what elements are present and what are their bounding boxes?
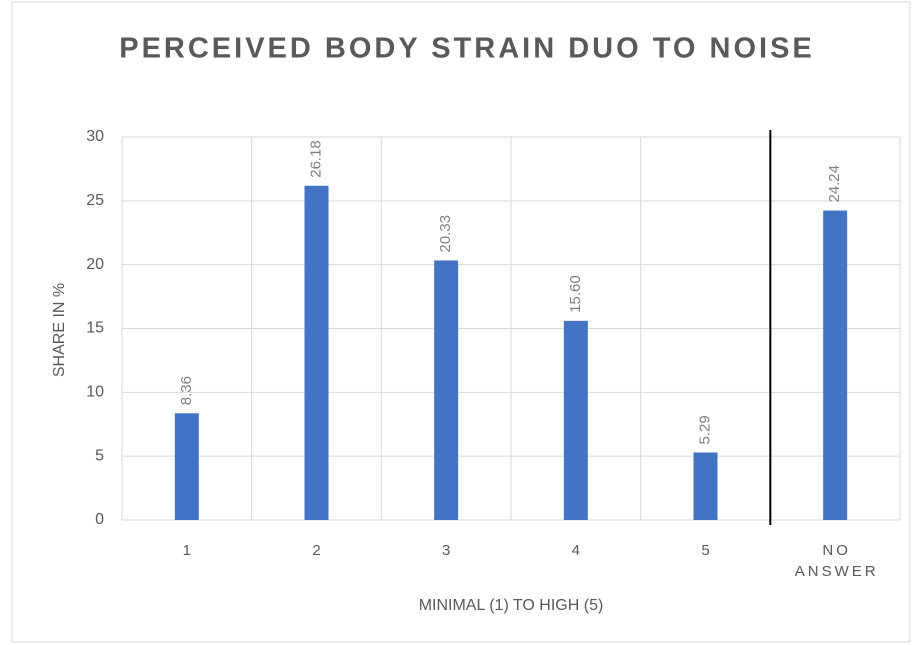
x-tick-label: 5: [701, 542, 713, 559]
x-tick-label: 3: [441, 542, 454, 559]
data-label: 15.60: [567, 275, 584, 313]
bar: [563, 320, 588, 520]
y-tick-label: 20: [86, 256, 104, 273]
x-tick-label: 1: [182, 542, 194, 559]
x-tick-label: 2: [312, 542, 324, 559]
y-tick-label: 10: [86, 384, 104, 401]
data-label: 24.24: [826, 165, 843, 203]
data-label: 8.36: [178, 376, 195, 405]
bar: [823, 210, 848, 520]
chart-title: PERCEIVED BODY STRAIN DUO TO NOISE: [119, 33, 815, 65]
y-axis-label: SHARE IN %: [51, 283, 68, 377]
y-tick-label: 30: [86, 128, 104, 145]
chart-border: [11, 1, 911, 643]
bar: [174, 413, 199, 520]
data-label: 20.33: [437, 215, 454, 253]
x-tick-label: NO ANSWER: [794, 542, 879, 580]
y-tick-label: 0: [95, 511, 104, 528]
x-tick-label: 4: [571, 542, 583, 559]
bar: [434, 260, 459, 520]
y-tick-label: 25: [86, 192, 104, 209]
data-label: 5.29: [696, 415, 713, 444]
bar: [304, 185, 329, 520]
y-tick-label: 5: [95, 447, 104, 464]
bar: [693, 452, 718, 520]
x-axis-label: MINIMAL (1) TO HIGH (5): [419, 597, 604, 614]
data-label: 26.18: [307, 140, 324, 178]
y-tick-label: 15: [86, 320, 104, 337]
